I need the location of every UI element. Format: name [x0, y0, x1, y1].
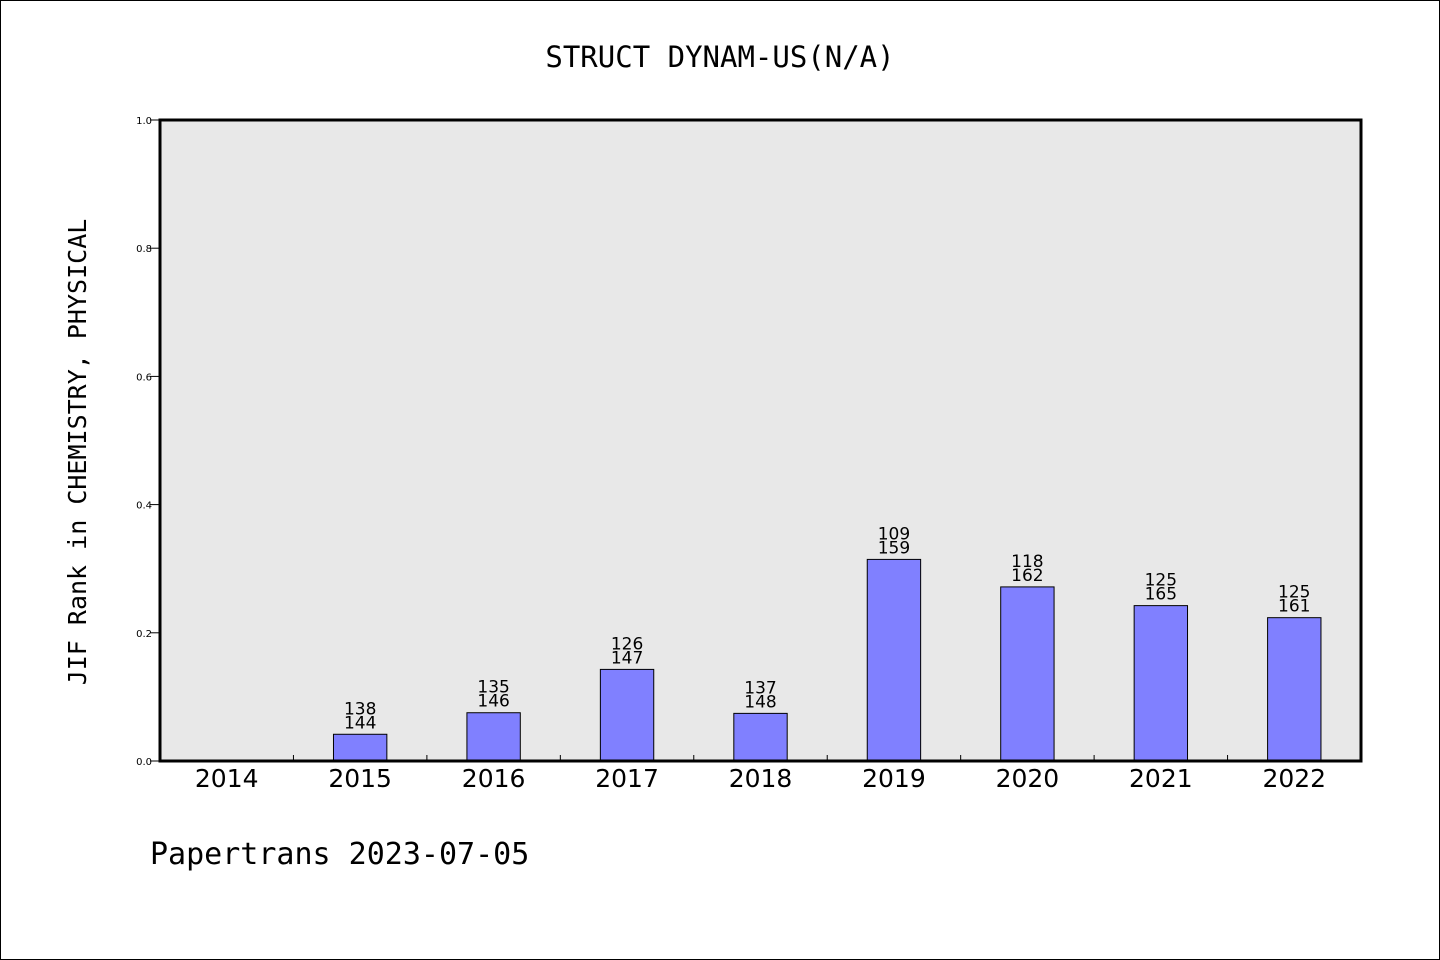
bar-2022 [1267, 617, 1322, 762]
bar-label-rank: 135 [477, 678, 509, 698]
y-tick-label: 0.0 [136, 757, 152, 768]
x-tick-label: 2021 [1129, 764, 1193, 793]
y-axis-label: JIF Rank in CHEMISTRY, PHYSICAL [63, 219, 92, 686]
bar-label-rank: 125 [1145, 571, 1177, 591]
x-axis-ticks: 2014 2015 2016 2017 2018 2019 2020 2021 2022 [195, 755, 1326, 793]
x-tick-label: 2015 [328, 764, 392, 793]
bar-label-rank: 109 [878, 524, 910, 544]
bar-label-total: 162 [1011, 566, 1043, 586]
bar-label-rank: 118 [1011, 552, 1043, 572]
bar-2020 [1000, 586, 1055, 762]
y-tick-label: 0.4 [136, 501, 152, 512]
x-tick-label: 2019 [862, 764, 926, 793]
y-axis-ticks: 0.0 0.2 0.4 0.6 0.8 1.0 [136, 116, 160, 768]
bar-2021 [1133, 605, 1189, 762]
bar-label-total: 159 [878, 538, 910, 558]
bar-label-rank: 138 [344, 699, 376, 719]
y-tick-label: 0.6 [136, 372, 152, 383]
bar-label-total: 144 [344, 713, 376, 733]
bar-2019 [866, 558, 922, 762]
bar-2015 [332, 733, 388, 762]
bar-label-total: 148 [744, 692, 776, 712]
chart-title: STRUCT DYNAM-US(N/A) [545, 40, 894, 74]
bar-label-total: 146 [477, 692, 509, 712]
y-tick-label: 0.2 [136, 629, 152, 640]
x-tick-label: 2018 [729, 764, 793, 793]
footer-watermark: Papertrans 2023-07-05 [150, 837, 529, 872]
bar-label-total: 165 [1145, 585, 1177, 605]
bar-label-total: 161 [1278, 597, 1310, 617]
bar-label-rank: 137 [744, 678, 776, 698]
bar-label-total: 147 [611, 648, 643, 668]
bar-2017 [599, 668, 655, 762]
x-tick-label: 2016 [462, 764, 526, 793]
bar-2016 [466, 712, 521, 762]
plot-border [158, 118, 1363, 763]
x-tick-label: 2020 [996, 764, 1060, 793]
bars [332, 558, 1322, 762]
y-tick-label: 0.8 [136, 244, 152, 255]
bar-2018 [733, 712, 788, 762]
y-tick-label: 1.0 [136, 116, 152, 127]
bar-label-rank: 126 [611, 634, 643, 654]
x-tick-label: 2014 [195, 764, 259, 793]
x-tick-label: 2017 [595, 764, 659, 793]
bar-label-rank: 125 [1278, 583, 1310, 603]
x-tick-label: 2022 [1262, 764, 1326, 793]
